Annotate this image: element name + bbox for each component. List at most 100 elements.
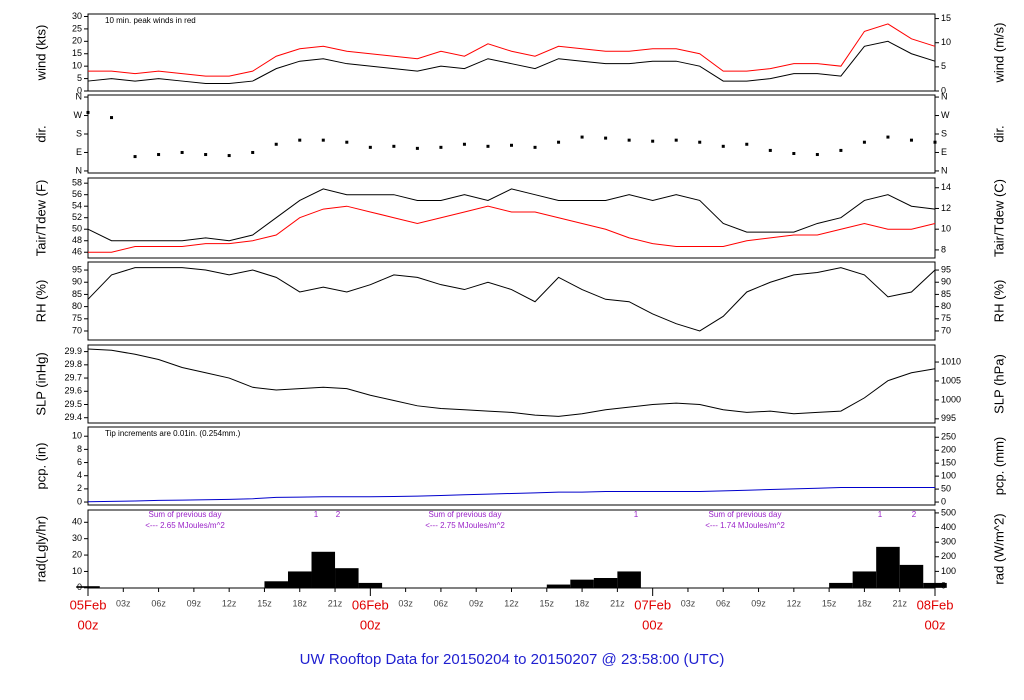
y2-tick-label: 0 [941, 496, 946, 506]
y-tick-label: 29.7 [64, 372, 82, 382]
x-tick-label: 03z [116, 598, 131, 608]
x-tick-label: 21z [892, 598, 907, 608]
y2-tick-label: 90 [941, 277, 951, 287]
y-tick-label: 29.9 [64, 346, 82, 356]
series-line [87, 40, 936, 85]
panel-frame [87, 94, 936, 174]
y-tick-label: 54 [72, 201, 82, 211]
dir-point [768, 148, 772, 152]
y-axis-label: Tair/Tdew (F) [33, 180, 48, 257]
rad-bar [570, 579, 594, 588]
x-tick-label: 06z [716, 598, 731, 608]
dir-point [133, 155, 137, 159]
y2-tick-label: 500 [941, 507, 956, 517]
y2-tick-label: 0 [941, 85, 946, 95]
y-axis-label: wind (kts) [33, 25, 48, 82]
annotation: Sum of previous day [429, 510, 502, 519]
x-tick-label: 08Feb [917, 597, 954, 612]
y2-tick-label: 200 [941, 445, 956, 455]
x-tick-label: 09z [469, 598, 484, 608]
y-tick-label: 90 [72, 277, 82, 287]
y2-axis-label: wind (m/s) [991, 23, 1006, 84]
x-tick-label: 03z [398, 598, 413, 608]
dir-point [510, 143, 513, 147]
rad-bar [264, 581, 288, 588]
dir-point [721, 144, 725, 148]
y-tick-label: 46 [72, 247, 82, 257]
rad-bar [287, 571, 312, 588]
y2-tick-label: 95 [941, 264, 951, 274]
rad-bar [335, 568, 359, 588]
y-axis-label: SLP (inHg) [33, 352, 48, 415]
dir-point [321, 138, 325, 142]
dir-point [651, 139, 655, 143]
dir-point [110, 116, 114, 120]
y-tick-label: 0 [77, 85, 82, 95]
x-tick-label: 03z [681, 598, 696, 608]
y2-tick-label: 70 [941, 325, 951, 335]
dir-point [815, 153, 819, 157]
dir-point [274, 142, 278, 146]
y2-tick-label: N [941, 165, 948, 175]
annotation: Sum of previous day [149, 510, 222, 519]
chart-title: UW Rooftop Data for 20150204 to 20150207… [300, 651, 725, 668]
dir-point [392, 144, 396, 148]
panel-frame [87, 426, 936, 506]
y2-axis-label: RH (%) [991, 280, 1006, 323]
y2-tick-label: 250 [941, 432, 956, 442]
series-line [87, 348, 936, 417]
series-line [88, 23, 936, 77]
y2-axis-label: rad (W/m^2) [991, 513, 1006, 584]
dir-point [368, 145, 372, 149]
rad-bar [899, 564, 924, 588]
y-tick-label: 20 [72, 36, 82, 46]
dir-point [580, 135, 584, 139]
dir-point [886, 135, 890, 139]
x-tick-label: 12z [787, 598, 802, 608]
dir-point [86, 110, 90, 114]
x-tick-label: 05Feb [70, 597, 107, 612]
dir-point [604, 136, 608, 140]
dir-point [298, 138, 302, 142]
x-tick-label: 21z [610, 598, 625, 608]
y-tick-label: N [76, 165, 83, 175]
y2-tick-label: 12 [941, 203, 951, 213]
y2-tick-label: 8 [941, 244, 946, 254]
y-tick-label: 0 [77, 496, 82, 506]
y-tick-label: 85 [72, 289, 82, 299]
x-tick-label: 07Feb [634, 597, 671, 612]
y-tick-label: 70 [72, 325, 82, 335]
y-tick-label: 8 [77, 444, 82, 454]
rad-bar [829, 582, 853, 588]
y2-tick-label: 10 [941, 37, 951, 47]
y-tick-label: 15 [72, 48, 82, 58]
series-line [87, 487, 935, 503]
y2-tick-label: 50 [941, 483, 951, 493]
rad-bar [876, 546, 900, 588]
y-axis-label: pcp. (in) [33, 443, 48, 490]
dir-point [862, 140, 866, 144]
x-tick-label: 15z [540, 598, 555, 608]
y-tick-label: 29.8 [64, 359, 82, 369]
dir-point [486, 144, 490, 148]
dir-point [674, 138, 678, 142]
x-tick-label: 18z [575, 598, 590, 608]
y2-tick-label: 14 [941, 182, 951, 192]
dir-point [439, 145, 443, 149]
x-tick-label: 15z [257, 598, 272, 608]
panel-frame [87, 261, 936, 341]
y2-tick-label: W [941, 110, 950, 120]
y2-tick-label: 85 [941, 289, 951, 299]
series-line [87, 188, 936, 242]
marker: 1 [314, 510, 319, 519]
y2-axis-label: dir. [991, 125, 1006, 142]
x-tick-label: 12z [504, 598, 519, 608]
annotation: Sum of previous day [709, 510, 782, 519]
y-tick-label: 30 [72, 11, 82, 21]
x-tick-sublabel: 00z [642, 617, 663, 632]
y-tick-label: 80 [72, 301, 82, 311]
dir-point [557, 140, 561, 144]
y-tick-label: E [76, 147, 82, 157]
y2-tick-label: 75 [941, 313, 951, 323]
